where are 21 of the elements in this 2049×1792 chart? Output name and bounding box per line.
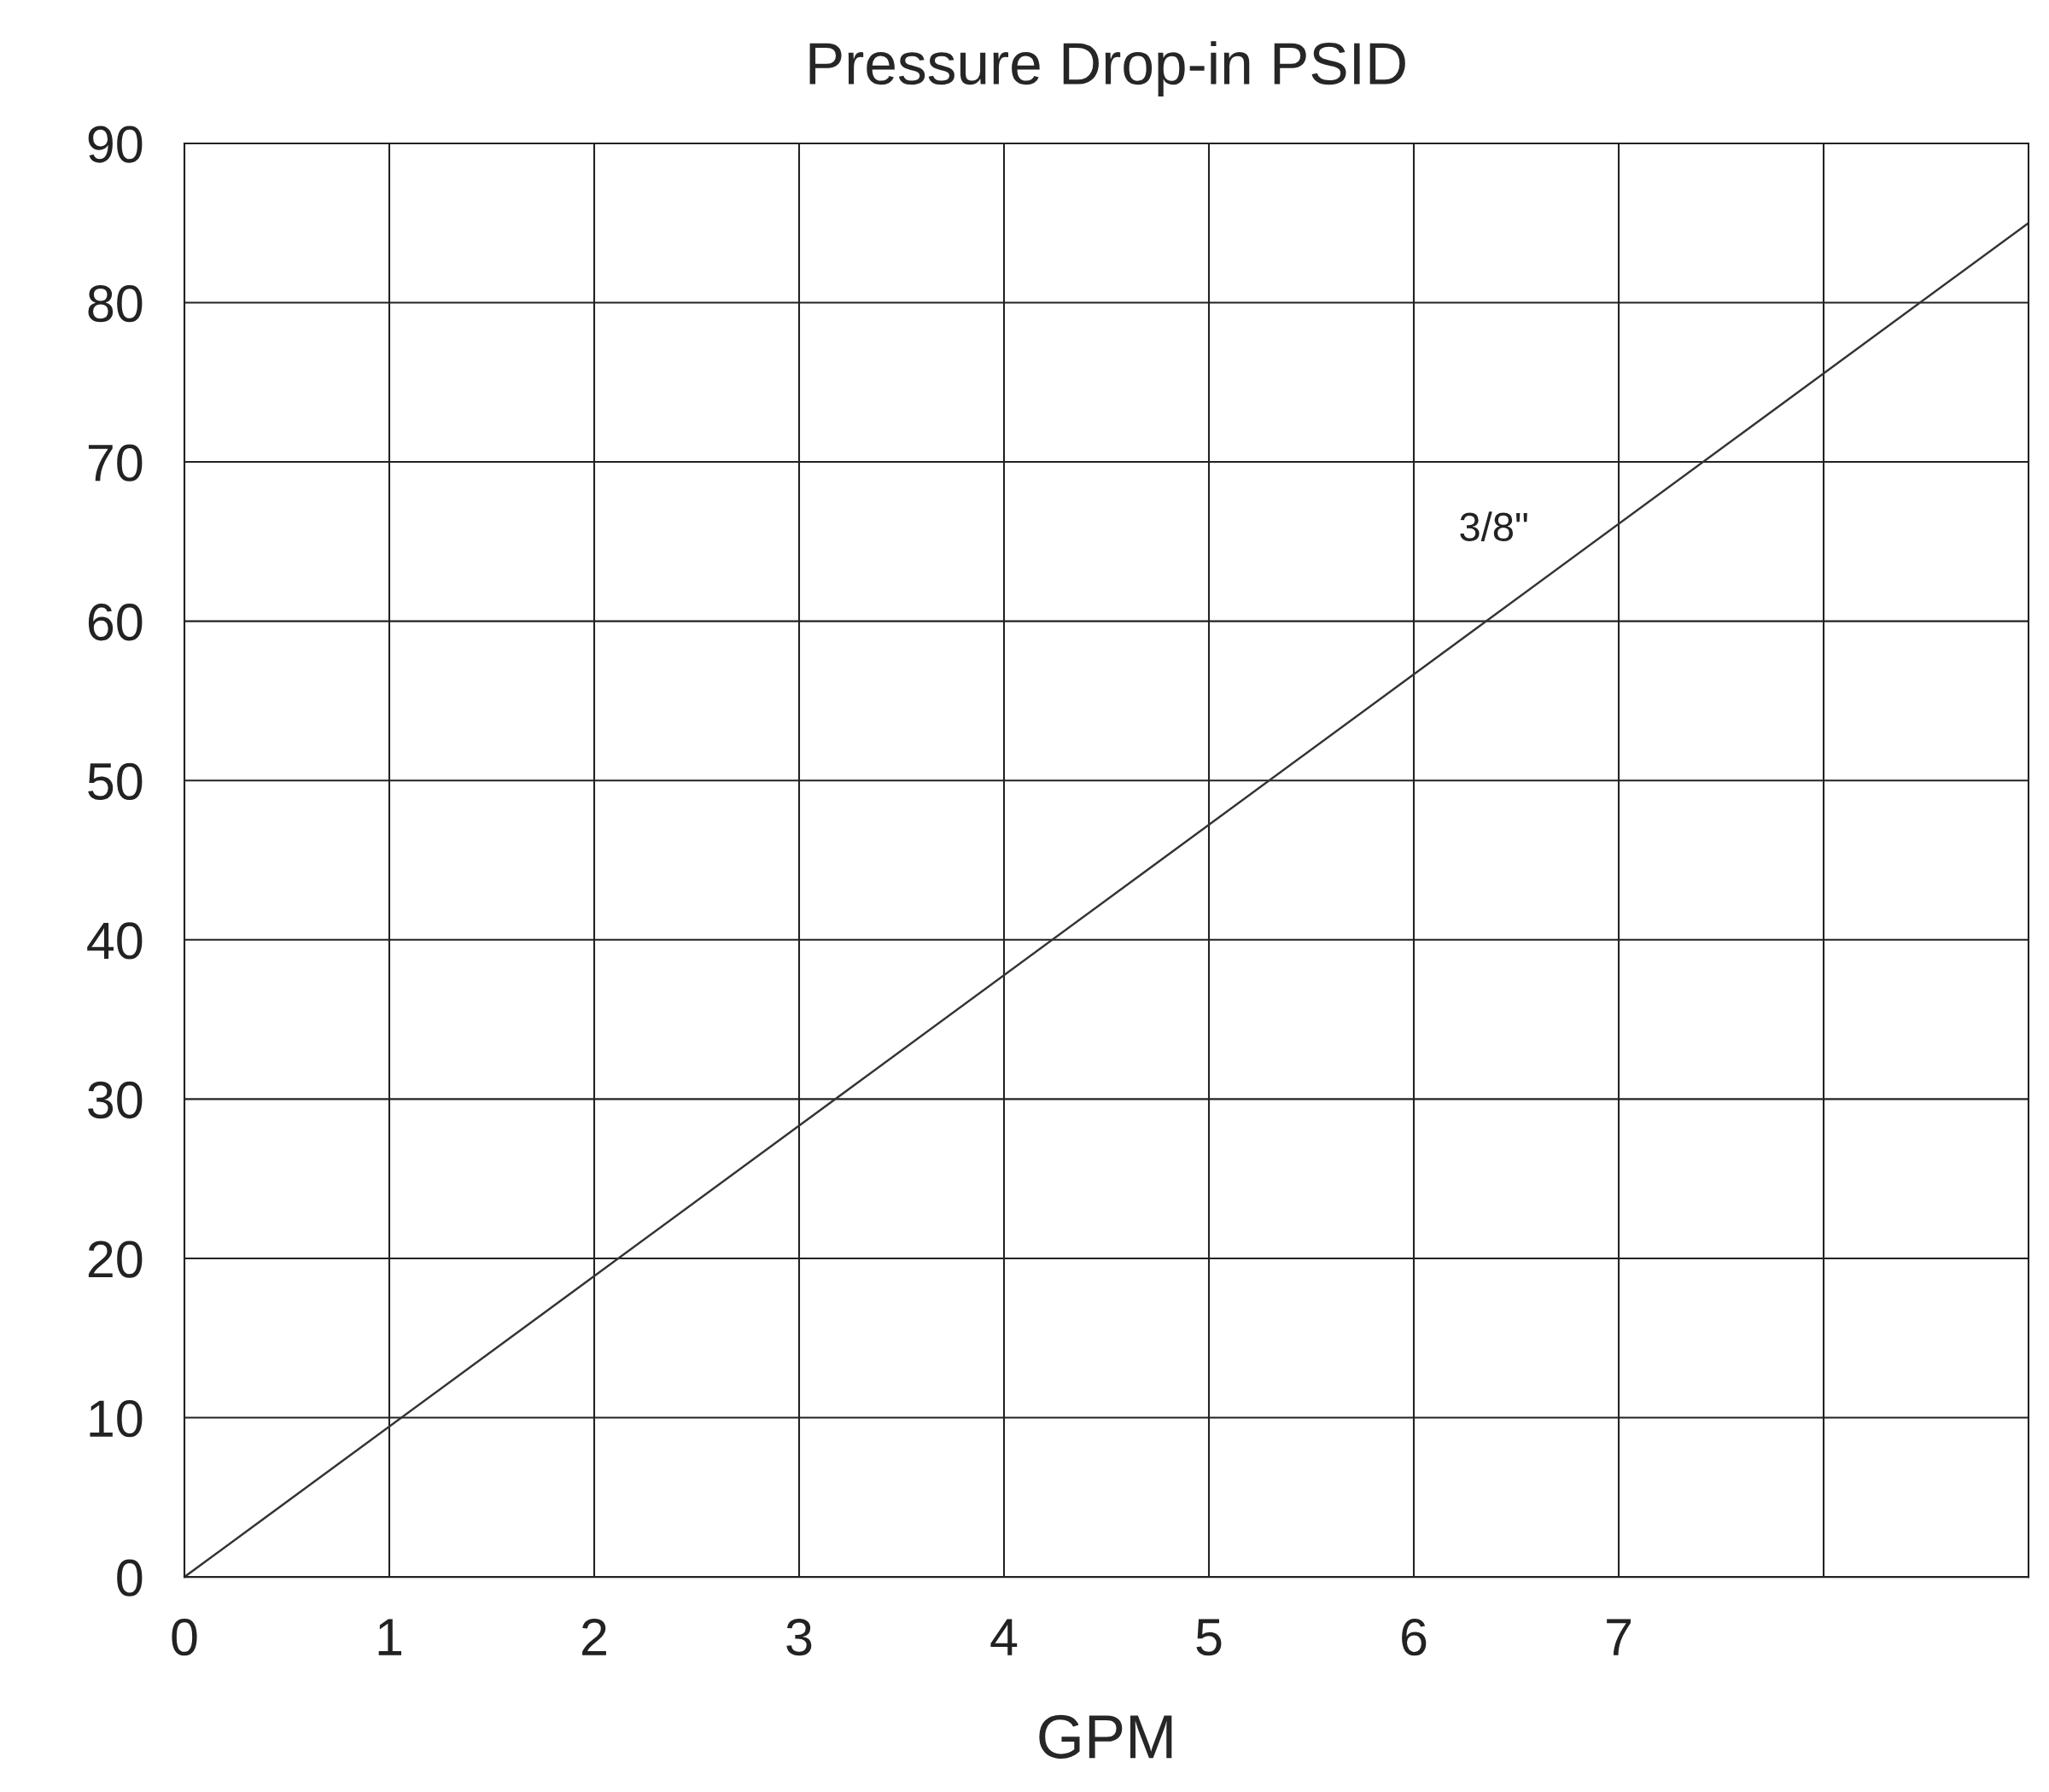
x-tick-label: 2: [582, 1618, 606, 1655]
x-tick-label: 3: [786, 1618, 812, 1656]
y-tick-label: 20: [88, 1240, 143, 1278]
y-tick-label: 90: [88, 125, 143, 163]
x-tick-label: 4: [990, 1619, 1018, 1655]
y-tick-label: 30: [88, 1081, 143, 1119]
x-tick-label: 7: [1607, 1619, 1631, 1655]
y-tick-label: 80: [88, 284, 143, 323]
x-tick-label: 5: [1196, 1619, 1222, 1656]
x-tick-label: 6: [1402, 1618, 1427, 1656]
y-tick-label: 50: [88, 762, 143, 800]
y-tick-label: 60: [88, 604, 143, 641]
x-axis-title: GPM: [1039, 1714, 1172, 1759]
y-tick-label: 0: [117, 1559, 143, 1596]
y-tick-label: 70: [88, 444, 143, 482]
y-tick-label: 10: [90, 1400, 143, 1438]
annotation: 3/8": [1460, 511, 1527, 541]
x-tick-label: 1: [378, 1619, 402, 1655]
y-tick-label: 40: [87, 922, 143, 960]
x-tick-label: 0: [172, 1618, 197, 1656]
chart-title: Pressure Drop-in PSID: [809, 41, 1405, 96]
